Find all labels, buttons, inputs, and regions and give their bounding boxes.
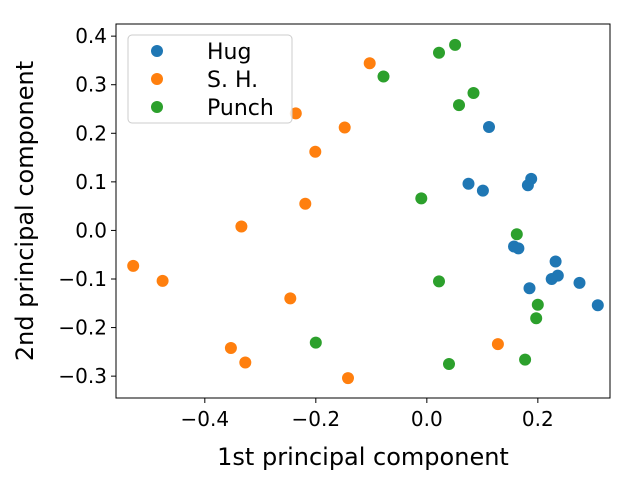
y-axis-label: 2nd principal component <box>11 61 39 361</box>
legend-item: Punch <box>151 96 274 121</box>
y-tick-label: −0.3 <box>58 364 107 388</box>
data-point <box>549 255 562 268</box>
data-point <box>530 312 543 325</box>
y-tick-label: 0.2 <box>75 121 107 145</box>
data-point <box>309 336 322 349</box>
axes: −0.4 −0.2 0.0 0.2 −0.3 −0.2 −0.1 0.0 0.1 0.2 0.3 0.… <box>58 23 611 431</box>
data-point <box>415 192 428 205</box>
data-point <box>299 197 312 210</box>
series-hug <box>462 121 604 312</box>
legend-marker <box>151 45 163 57</box>
legend: Hug S. H. Punch <box>127 34 293 124</box>
data-point <box>443 358 455 370</box>
x-tick-label: −0.2 <box>292 407 341 431</box>
series-punch <box>309 38 544 370</box>
data-point <box>239 356 252 369</box>
data-point <box>573 276 586 289</box>
data-point <box>591 299 604 312</box>
y-tick-label: 0.3 <box>75 73 107 97</box>
legend-marker <box>151 101 163 113</box>
x-tick-label: −0.4 <box>181 407 230 431</box>
data-point <box>519 353 532 366</box>
legend-item: Hug <box>151 40 251 65</box>
data-point <box>224 342 237 354</box>
plot-area <box>127 38 604 385</box>
data-point <box>363 57 376 70</box>
x-tick-label: 0.2 <box>522 407 554 431</box>
data-point <box>521 179 534 192</box>
data-point <box>512 242 525 255</box>
legend-box <box>127 34 293 124</box>
data-point <box>467 87 480 99</box>
data-point <box>284 292 297 305</box>
y-tick-label: 0.4 <box>75 24 107 48</box>
y-tick-label: 0.1 <box>75 170 107 194</box>
series-s-h <box>127 57 504 385</box>
y-tick-label: −0.1 <box>58 267 107 291</box>
data-point <box>235 220 248 233</box>
data-point <box>523 282 536 295</box>
data-point <box>476 184 489 197</box>
data-point <box>449 38 462 51</box>
legend-label: Hug <box>207 40 251 65</box>
legend-item: S. H. <box>151 68 258 93</box>
data-point <box>342 372 354 385</box>
x-tick-label: 0.0 <box>411 407 443 431</box>
data-point <box>377 70 390 83</box>
data-point <box>453 99 465 112</box>
data-point <box>127 259 140 272</box>
y-tick-label: 0.0 <box>75 218 107 242</box>
legend-label: S. H. <box>207 68 258 93</box>
data-point <box>156 274 169 287</box>
data-point <box>309 145 322 158</box>
x-axis-label: 1st principal component <box>217 443 509 471</box>
data-point <box>433 275 445 288</box>
data-point <box>510 228 523 241</box>
y-tick-label: −0.2 <box>58 316 107 340</box>
data-point <box>483 121 495 133</box>
data-point <box>491 338 504 351</box>
data-point <box>545 273 558 285</box>
legend-label: Punch <box>207 96 274 121</box>
legend-marker <box>151 73 163 85</box>
data-point <box>462 177 475 190</box>
data-point <box>433 46 445 59</box>
data-point <box>338 121 351 134</box>
plot-frame <box>115 23 611 399</box>
data-point <box>289 107 302 120</box>
data-point <box>531 298 544 311</box>
